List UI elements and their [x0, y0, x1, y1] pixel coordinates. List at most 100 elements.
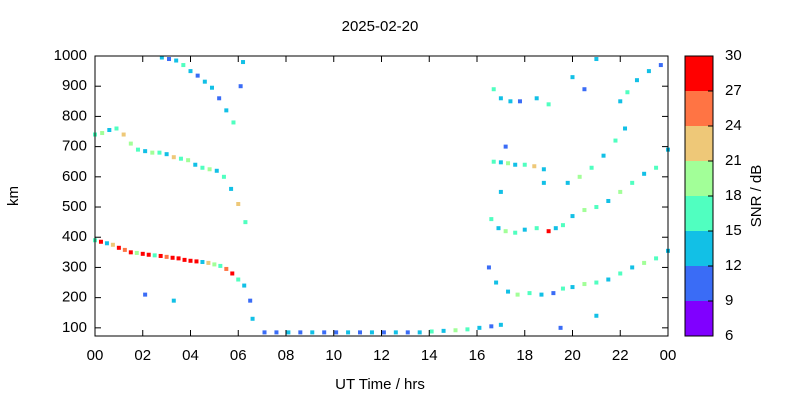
x-tick-label: 20: [564, 347, 581, 364]
data-point: [200, 259, 205, 264]
data-point: [110, 242, 115, 247]
y-axis-label: km: [5, 186, 22, 206]
data-point: [541, 167, 546, 172]
data-point: [310, 330, 315, 335]
data-point: [381, 330, 386, 335]
colorbar-segment: [685, 231, 713, 266]
data-point: [513, 230, 518, 235]
data-point: [248, 298, 253, 303]
data-point: [498, 322, 503, 327]
data-point: [193, 162, 198, 167]
data-point: [171, 155, 176, 160]
data-point: [594, 280, 599, 285]
data-point: [230, 271, 235, 276]
data-point: [322, 330, 327, 335]
colorbar-segment: [685, 56, 713, 91]
colorbar-segment: [685, 301, 713, 336]
data-point: [174, 58, 179, 63]
data-point: [218, 263, 223, 268]
data-point: [164, 254, 169, 259]
data-point: [654, 256, 659, 261]
data-point: [298, 330, 303, 335]
data-point: [508, 99, 513, 104]
x-tick-label: 14: [421, 347, 438, 364]
data-point: [539, 292, 544, 297]
chart-title: 2025-02-20: [342, 18, 419, 35]
data-point: [522, 227, 527, 232]
data-point: [200, 165, 205, 170]
data-point: [589, 165, 594, 170]
data-point: [221, 174, 226, 179]
data-point: [236, 277, 241, 282]
data-point: [217, 96, 222, 101]
colorbar-label: SNR / dB: [748, 165, 765, 228]
data-point: [515, 292, 520, 297]
colorbar-tick-label: 6: [725, 327, 733, 344]
data-point: [541, 180, 546, 185]
data-point: [143, 149, 148, 154]
data-point: [121, 132, 126, 137]
data-point: [534, 96, 539, 101]
colorbar-tick-label: 30: [725, 47, 742, 64]
y-tick-label: 100: [62, 319, 87, 336]
plot-frame: [94, 55, 669, 337]
x-tick-label: 10: [325, 347, 342, 364]
data-point: [135, 147, 140, 152]
data-point: [206, 260, 211, 265]
data-point: [494, 280, 499, 285]
data-point: [489, 324, 494, 329]
data-point: [100, 131, 105, 136]
data-point: [224, 266, 229, 271]
y-tick-label: 200: [62, 289, 87, 306]
colorbar-segment: [685, 126, 713, 161]
data-point: [441, 328, 446, 333]
data-point: [224, 108, 229, 113]
x-tick-label: 02: [134, 347, 151, 364]
colorbar-segment: [685, 91, 713, 126]
data-point: [613, 138, 618, 143]
data-point: [532, 164, 537, 169]
data-point: [209, 85, 214, 90]
data-point: [546, 229, 551, 234]
data-point: [601, 153, 606, 158]
colorbar-segment: [685, 161, 713, 196]
data-point: [594, 313, 599, 318]
data-point: [159, 55, 164, 60]
data-point: [625, 90, 630, 95]
y-tick-label: 600: [62, 168, 87, 185]
data-point: [122, 247, 127, 252]
data-point: [618, 99, 623, 104]
data-point: [465, 327, 470, 332]
x-tick-label: 12: [373, 347, 390, 364]
data-point: [243, 220, 248, 225]
data-point: [128, 141, 133, 146]
data-point: [570, 75, 575, 80]
data-point: [114, 126, 119, 131]
data-point: [194, 259, 199, 264]
data-point: [560, 223, 565, 228]
x-tick-label: 00: [87, 347, 104, 364]
x-tick-label: 22: [612, 347, 629, 364]
colorbar-segment: [685, 196, 713, 231]
data-point: [250, 316, 255, 321]
data-point: [274, 330, 279, 335]
colorbar-tick-label: 9: [725, 292, 733, 309]
data-point: [642, 171, 647, 176]
data-point: [503, 144, 508, 149]
y-tick-label: 400: [62, 228, 87, 245]
data-point: [498, 160, 503, 165]
data-point: [104, 241, 109, 246]
colorbar-tick-label: 12: [725, 257, 742, 274]
data-point: [170, 255, 175, 260]
data-point: [654, 165, 659, 170]
colorbar-segment: [685, 266, 713, 301]
data-point: [582, 208, 587, 213]
colorbar-tick-label: 18: [725, 187, 742, 204]
data-point: [238, 84, 243, 89]
data-point: [195, 73, 200, 78]
data-point: [623, 126, 628, 131]
data-point: [405, 330, 410, 335]
data-point: [453, 328, 458, 333]
data-point: [546, 102, 551, 107]
